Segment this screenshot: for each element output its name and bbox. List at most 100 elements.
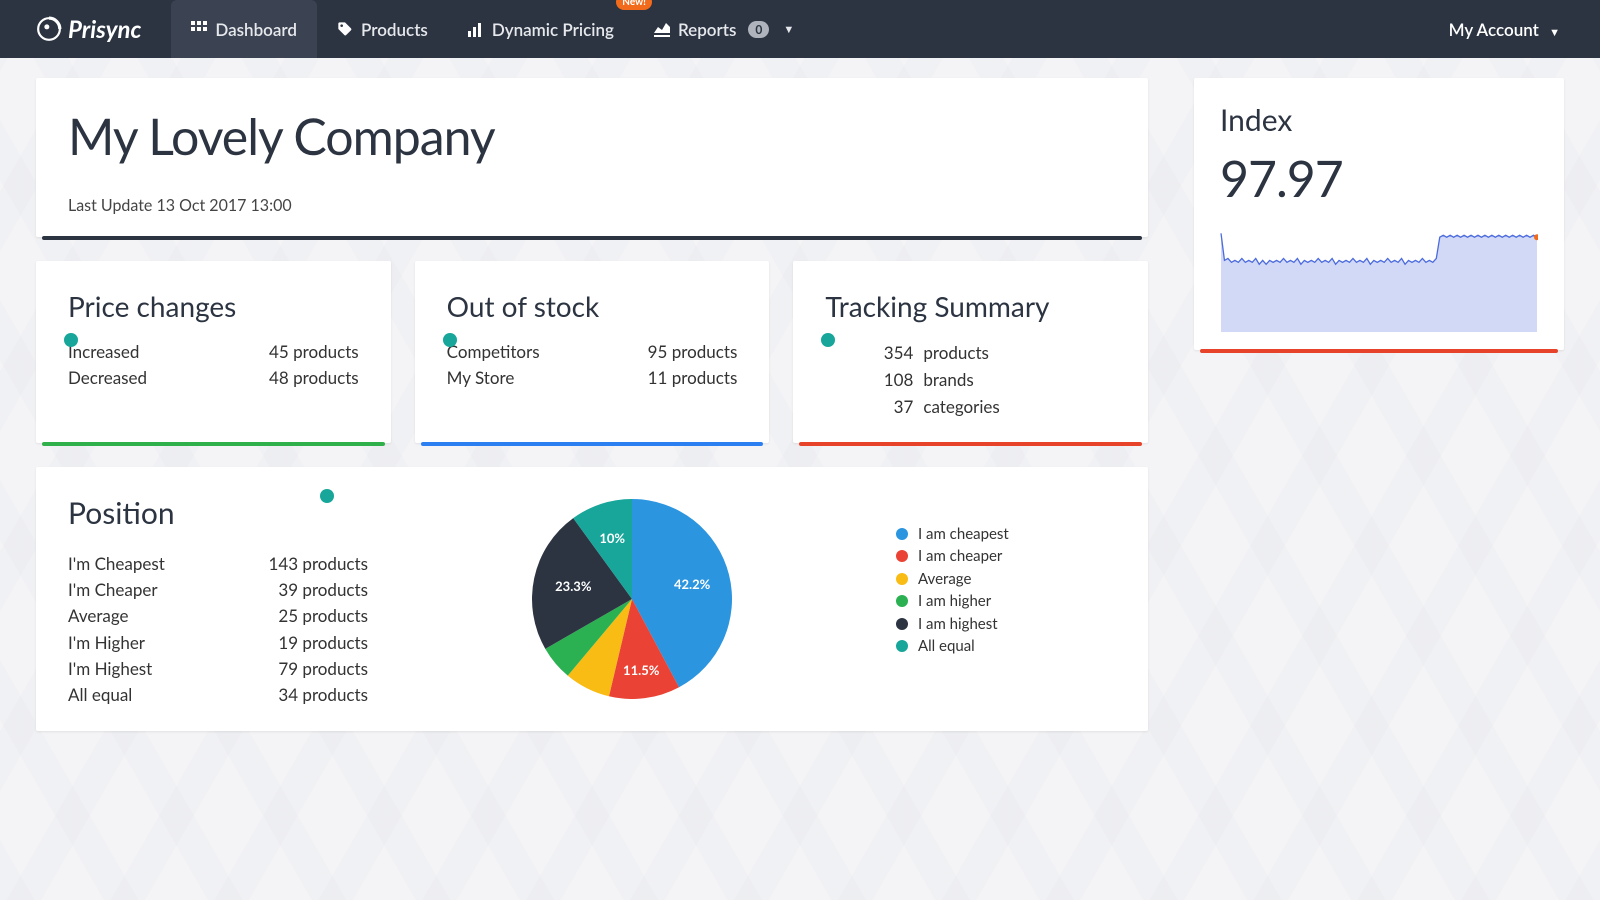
legend-swatch bbox=[896, 595, 908, 607]
stat-label: Increased bbox=[68, 339, 139, 365]
position-label: I'm Highest bbox=[68, 656, 152, 682]
position-label: I'm Higher bbox=[68, 630, 145, 656]
card-accent bbox=[1200, 349, 1558, 353]
position-pie-chart: 42.2%11.5%23.3%10% bbox=[388, 495, 876, 699]
brand-icon bbox=[36, 16, 62, 42]
pie-slice-label: 11.5% bbox=[623, 662, 659, 678]
tracking-summary-card[interactable]: Tracking Summary 354 products 108 brands 37 c… bbox=[793, 261, 1148, 443]
indicator-dot bbox=[64, 333, 78, 347]
legend-swatch bbox=[896, 550, 908, 562]
tracking-label: products bbox=[923, 339, 1116, 366]
tracking-list: 354 products 108 brands 37 categories bbox=[853, 339, 1116, 421]
legend-item: Average bbox=[896, 568, 1116, 591]
price-changes-list: Increased 45 products Decreased 48 products bbox=[68, 339, 359, 392]
index-title: Index bbox=[1220, 102, 1538, 138]
out-of-stock-card[interactable]: Out of stock Competitors95 productsMy St… bbox=[415, 261, 770, 443]
top-navigation: Prisync Dashboard Products Dynamic Prici… bbox=[0, 0, 1600, 58]
stat-value: 45 products bbox=[269, 339, 359, 365]
price-changes-card[interactable]: Price changes Increased45 productsDecrea… bbox=[36, 261, 391, 443]
legend-swatch bbox=[896, 640, 908, 652]
brand-name: Prisync bbox=[68, 15, 141, 44]
indicator-dot bbox=[320, 489, 334, 503]
tracking-row: 108 brands bbox=[853, 366, 1116, 393]
stat-label: Decreased bbox=[68, 365, 147, 391]
legend-item: I am highest bbox=[896, 613, 1116, 636]
bars-icon bbox=[468, 21, 484, 37]
position-row: All equal34 products bbox=[68, 682, 368, 708]
out-of-stock-title: Out of stock bbox=[447, 289, 738, 323]
my-account-menu[interactable]: My Account ▼ bbox=[1449, 19, 1560, 40]
tracking-number: 108 bbox=[853, 366, 913, 393]
stat-label: Competitors bbox=[447, 339, 540, 365]
stat-value: 48 products bbox=[269, 365, 359, 391]
stat-row: Increased 45 products bbox=[68, 339, 359, 365]
tracking-title: Tracking Summary bbox=[825, 289, 1116, 323]
legend-item: I am higher bbox=[896, 590, 1116, 613]
position-row: I'm Highest 79 products bbox=[68, 656, 368, 682]
position-value: 39 products bbox=[278, 577, 368, 603]
position-value: 79 products bbox=[278, 656, 368, 682]
position-row: I'm Cheaper 39 products bbox=[68, 577, 368, 603]
company-header-card: My Lovely Company Last Update 13 Oct 201… bbox=[36, 78, 1148, 237]
tracking-label: brands bbox=[923, 366, 1116, 393]
pie-slice-label: 23.3% bbox=[555, 578, 591, 594]
pie-legend: I am cheapestI am cheaperAverageI am hig… bbox=[896, 523, 1116, 658]
nav-products-label: Products bbox=[361, 19, 428, 40]
stat-row: My Store 11 products bbox=[447, 365, 738, 391]
position-label: Average bbox=[68, 603, 129, 629]
index-card[interactable]: Index 97.97 bbox=[1194, 78, 1564, 350]
legend-swatch bbox=[896, 618, 908, 630]
last-update-text: Last Update 13 Oct 2017 13:00 bbox=[68, 196, 1116, 215]
stat-label: My Store bbox=[447, 365, 515, 391]
nav-dashboard[interactable]: Dashboard bbox=[171, 0, 317, 58]
nav-products[interactable]: Products bbox=[317, 0, 448, 58]
position-label: I'm Cheapest bbox=[68, 551, 165, 577]
nav-reports[interactable]: Reports 0 ▼ bbox=[634, 0, 814, 58]
chevron-down-icon: ▼ bbox=[783, 23, 794, 36]
company-title: My Lovely Company bbox=[68, 106, 1116, 166]
nav-dynamic-pricing[interactable]: Dynamic Pricing New! bbox=[448, 0, 634, 58]
index-sparkline bbox=[1220, 212, 1538, 332]
out-of-stock-list: Competitors 95 products My Store 11 product… bbox=[447, 339, 738, 392]
stat-value: 95 products bbox=[648, 339, 738, 365]
legend-item: I am cheapest bbox=[896, 523, 1116, 546]
card-accent bbox=[42, 442, 385, 446]
chart-area-icon bbox=[654, 21, 670, 37]
position-value: 34 products bbox=[278, 682, 368, 708]
legend-label: I am cheaper bbox=[918, 545, 1002, 568]
index-value: 97.97 bbox=[1220, 148, 1538, 208]
tracking-number: 37 bbox=[853, 393, 913, 420]
legend-label: All equal bbox=[918, 635, 975, 658]
price-changes-title: Price changes bbox=[68, 289, 359, 323]
nav-reports-label: Reports bbox=[678, 19, 736, 40]
pie-slice-label: 42.2% bbox=[674, 576, 710, 592]
tag-icon bbox=[337, 21, 353, 37]
tracking-row: 37 categories bbox=[853, 393, 1116, 420]
card-accent bbox=[799, 442, 1142, 446]
position-label: I'm Cheaper bbox=[68, 577, 158, 603]
reports-count-badge: 0 bbox=[748, 21, 769, 38]
brand-logo[interactable]: Prisync bbox=[36, 15, 141, 44]
position-row: I'm Cheapest143 products bbox=[68, 551, 368, 577]
legend-swatch bbox=[896, 573, 908, 585]
chevron-down-icon: ▼ bbox=[1549, 26, 1560, 39]
card-accent bbox=[421, 442, 764, 446]
stat-value: 11 products bbox=[648, 365, 738, 391]
legend-label: Average bbox=[918, 568, 971, 591]
tracking-label: categories bbox=[923, 393, 1116, 420]
legend-label: I am cheapest bbox=[918, 523, 1009, 546]
indicator-dot bbox=[443, 333, 457, 347]
legend-swatch bbox=[896, 528, 908, 540]
position-card: Position I'm Cheapest143 productsI'm Che… bbox=[36, 467, 1148, 731]
nav-dashboard-label: Dashboard bbox=[215, 19, 297, 40]
tracking-number: 354 bbox=[853, 339, 913, 366]
grid-icon bbox=[191, 21, 207, 37]
my-account-label: My Account bbox=[1449, 19, 1539, 40]
position-list: I'm Cheapest143 productsI'm Cheaper 39 pr… bbox=[68, 551, 368, 709]
legend-item: I am cheaper bbox=[896, 545, 1116, 568]
stat-row: Decreased 48 products bbox=[68, 365, 359, 391]
tracking-row: 354 products bbox=[853, 339, 1116, 366]
position-value: 25 products bbox=[278, 603, 368, 629]
indicator-dot bbox=[821, 333, 835, 347]
nav-dynamic-label: Dynamic Pricing bbox=[492, 19, 614, 40]
